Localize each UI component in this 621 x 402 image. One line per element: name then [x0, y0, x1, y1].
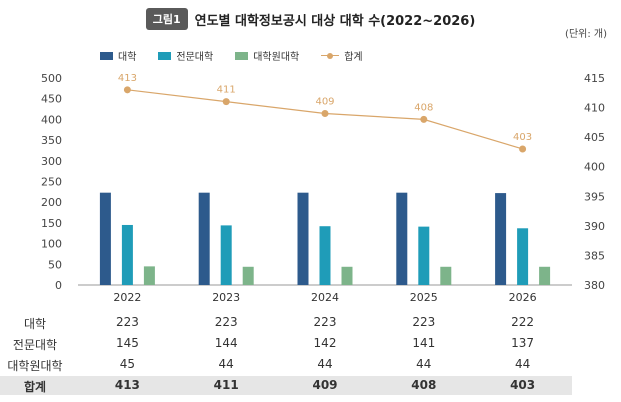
table-cell: 411 — [213, 378, 239, 392]
unit-label: (단위: 개) — [565, 29, 607, 40]
y-left-tick-label: 100 — [41, 238, 62, 251]
y-right-tick-label: 385 — [584, 249, 605, 262]
bar-college — [418, 226, 430, 285]
x-tick-label: 2022 — [113, 291, 141, 304]
y-right-tick-label: 380 — [584, 279, 605, 292]
total-point — [420, 115, 428, 123]
bar-college — [220, 225, 232, 285]
total-data-label: 413 — [118, 73, 137, 84]
chart-svg: 0 50 100 150 200 250 300 350 400 450 500 380 385 390 3… — [41, 72, 605, 304]
table-cell: 223 — [412, 315, 436, 329]
y-left-tick-label: 450 — [41, 93, 62, 106]
bar-grad — [539, 266, 551, 285]
y-left-tick-label: 50 — [48, 258, 62, 271]
legend-label-grad: 대학원대학 — [253, 52, 300, 63]
bar-grad — [143, 266, 155, 285]
table-cell: 144 — [214, 336, 238, 350]
table-row-header: 대학 — [23, 317, 47, 331]
total-data-label: 403 — [513, 132, 532, 143]
bar-grad — [341, 266, 353, 285]
y-left-tick-label: 150 — [41, 217, 62, 230]
bar-univ — [99, 192, 111, 285]
table-cell: 44 — [218, 357, 234, 371]
legend-swatch-college — [158, 51, 172, 60]
bar-grad — [440, 266, 452, 285]
y-left-tick-label: 400 — [41, 113, 62, 126]
table-row: 전문대학 145 144 142 141 137 — [0, 334, 621, 353]
bar-univ — [495, 193, 507, 285]
bar-univ — [198, 192, 210, 285]
total-data-label: 409 — [315, 96, 334, 107]
total-point — [222, 98, 230, 106]
table-cell: 137 — [511, 336, 535, 350]
figure-title: 연도별 대학정보공시 대상 대학 수(2022~2026) — [194, 13, 476, 29]
y-right-tick-label: 410 — [584, 102, 605, 115]
table-cell: 413 — [114, 378, 140, 392]
figure-badge: 그림1 — [145, 8, 188, 30]
table-cell: 44 — [317, 357, 333, 371]
y-right-tick-label: 415 — [584, 72, 605, 85]
legend-label-total: 합계 — [344, 52, 363, 63]
total-data-label: 408 — [414, 102, 433, 113]
legend-swatch-univ — [100, 51, 113, 60]
total-point — [123, 86, 131, 94]
table-cell: 141 — [412, 336, 436, 350]
bar-college — [121, 224, 133, 285]
legend-label-univ: 대학 — [118, 52, 137, 63]
bar-college — [517, 228, 529, 285]
y-left-tick-label: 200 — [41, 196, 62, 209]
table-cell: 44 — [514, 357, 531, 371]
legend: 대학 전문대학 대학원대학 합계 — [100, 48, 385, 63]
table-row-header: 합계 — [23, 380, 47, 394]
total-point — [321, 109, 329, 117]
legend-label-college: 전문대학 — [176, 52, 214, 63]
table-cell: 409 — [312, 378, 338, 392]
table-cell: 223 — [214, 315, 238, 329]
y-left-tick-label: 500 — [41, 72, 62, 85]
y-right-tick-label: 395 — [584, 190, 605, 203]
y-left-tick-label: 300 — [41, 155, 62, 168]
legend-swatch-total — [321, 52, 340, 60]
table-row-header: 전문대학 — [12, 338, 58, 352]
legend-swatch-grad — [235, 51, 249, 60]
legend-item-univ: 대학 — [100, 48, 136, 63]
bar-college — [319, 226, 331, 285]
y-right-tick-label: 405 — [584, 131, 605, 144]
table-cell: 222 — [511, 315, 535, 329]
bar-univ — [297, 192, 309, 285]
table-cell: 403 — [510, 378, 536, 392]
y-left-tick-label: 0 — [55, 279, 62, 292]
legend-item-total: 합계 — [321, 48, 363, 63]
bar-grad — [242, 266, 254, 285]
table-row-header: 대학원대학 — [7, 359, 63, 373]
table-cell: 142 — [313, 336, 337, 350]
legend-item-grad: 대학원대학 — [235, 48, 299, 63]
figure-title-row: 그림1 연도별 대학정보공시 대상 대학 수(2022~2026) — [0, 7, 621, 31]
x-tick-label: 2024 — [311, 291, 339, 304]
table-cell: 44 — [416, 357, 432, 371]
y-left-tick-label: 350 — [41, 134, 62, 147]
x-tick-label: 2026 — [509, 291, 537, 304]
table-cell: 408 — [411, 378, 437, 392]
table-cell: 45 — [119, 357, 136, 371]
table-row: 합계 413 411 409 408 403 — [0, 376, 572, 395]
table-row: 대학 223 223 223 223 222 — [0, 313, 621, 332]
table-cell: 223 — [115, 315, 139, 329]
total-data-label: 411 — [217, 85, 236, 96]
table-row: 대학원대학 45 44 44 44 44 — [0, 355, 621, 374]
y-right-tick-label: 390 — [584, 220, 605, 233]
bar-univ — [396, 192, 408, 285]
total-point — [519, 145, 527, 153]
table-cell: 145 — [115, 336, 139, 350]
y-left-tick-label: 250 — [41, 176, 62, 189]
x-tick-label: 2025 — [410, 291, 438, 304]
table-cell: 223 — [313, 315, 337, 329]
y-right-tick-label: 400 — [584, 161, 605, 174]
legend-item-college: 전문대학 — [158, 48, 213, 63]
x-tick-label: 2023 — [212, 291, 240, 304]
